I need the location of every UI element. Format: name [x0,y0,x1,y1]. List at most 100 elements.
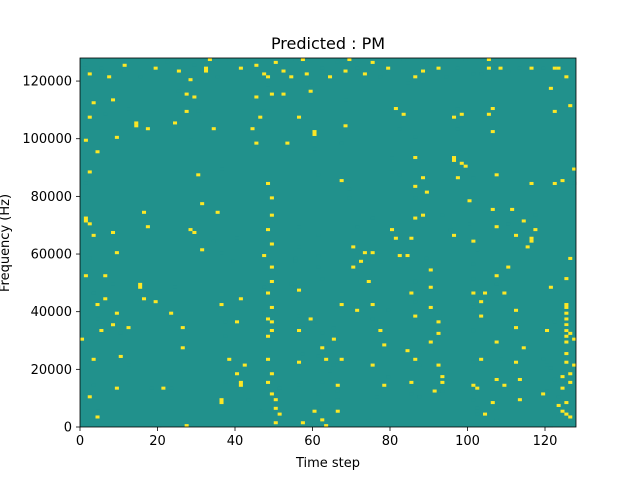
heatmap-cell [176,89,181,93]
heatmap-cell [390,170,395,174]
heatmap-cell [339,357,344,361]
heatmap-cell [219,303,224,307]
heatmap-cell [219,251,224,255]
y-tick-label: 100000 [22,132,72,147]
heatmap-cell [83,274,88,278]
heatmap-cell [514,308,519,312]
heatmap-cell [564,326,569,330]
heatmap-cell [479,314,484,318]
heatmap-cell [436,320,441,324]
heatmap-cell [262,109,267,113]
heatmap-cell [188,138,193,142]
heatmap-cell [556,66,561,70]
chart-title: Predicted : PM [271,34,385,53]
heatmap-cell [568,372,573,376]
heatmap-cell [87,395,92,399]
heatmap-cell [541,66,546,70]
heatmap-cell [510,207,515,211]
x-tick-label: 80 [382,434,399,449]
heatmap-cell [293,256,298,260]
heatmap-cell [320,331,325,335]
heatmap-cell [80,63,85,67]
heatmap-cell [328,369,333,373]
heatmap-cell [432,300,437,304]
heatmap-cell [572,337,577,341]
heatmap-cell [269,305,274,309]
heatmap-cell [494,377,499,382]
heatmap-cell [552,415,557,419]
heatmap-cell [413,156,418,160]
heatmap-cell [95,409,100,413]
heatmap-cell [312,132,317,136]
heatmap-cell [111,323,116,327]
heatmap-cell [316,392,321,396]
heatmap-cell [455,176,460,180]
heatmap-cell [545,328,550,333]
heatmap-cell [211,127,216,131]
y-axis-label: Frequency (Hz) [0,194,13,292]
heatmap-cell [483,291,488,295]
heatmap-cell [254,95,259,99]
heatmap-cell [196,173,201,177]
heatmap-cell [467,222,472,226]
heatmap-cell [355,308,360,312]
y-axis: 0 20000 40000 60000 80000 100000 120000 [22,75,80,436]
heatmap-cell [118,354,123,358]
heatmap-cell [180,346,185,350]
heatmap-cell [111,421,116,425]
heatmap-cell [448,228,453,232]
heatmap-cell [87,115,92,119]
x-tick-label: 20 [149,434,166,449]
heatmap-cell [459,112,464,116]
heatmap-cell [297,383,302,387]
heatmap-cell [568,104,573,108]
heatmap-cell [541,392,546,396]
heatmap-cell [494,225,499,229]
heatmap-cell [514,360,519,364]
heatmap-cell [428,340,433,344]
heatmap-cell [312,147,317,151]
heatmap-cell [223,334,228,338]
heatmap-cell [165,60,170,64]
heatmap-cell [413,216,418,220]
heatmap-cell [335,389,340,393]
heatmap-cell [235,372,240,376]
heatmap-cell [331,326,336,330]
heatmap-cell [316,173,321,177]
heatmap-cell [564,311,569,315]
heatmap-cell [266,317,271,321]
heatmap-cell [552,181,557,185]
plot-frame [79,57,577,428]
heatmap-cell [452,233,457,237]
heatmap-cell [269,392,274,396]
heatmap-cell [552,66,557,70]
heatmap-cell [297,314,302,318]
heatmap-cell [564,317,569,321]
heatmap-cell [300,58,305,62]
heatmap-cell [533,213,538,217]
heatmap-cell [440,389,445,393]
heatmap-cell [80,337,85,341]
heatmap-cell [471,291,476,295]
heatmap-cell [452,156,457,160]
heatmap-cell [99,66,104,70]
heatmap-cell [556,395,561,399]
heatmap-cell [250,127,255,131]
heatmap-cell [196,109,201,113]
heatmap-cell [180,326,185,330]
heatmap-cell [409,380,414,384]
heatmap-cell [483,60,488,64]
heatmap-cell [87,72,92,76]
heatmap-cell [153,66,158,70]
heatmap-cell [91,383,96,387]
heatmap-cell [320,380,325,384]
heatmap-cell [494,63,499,67]
heatmap-cell [564,75,569,79]
heatmap-cell [335,360,340,364]
heatmap-cell [91,291,96,295]
heatmap-cell [204,66,209,70]
heatmap-cell [95,415,100,419]
heatmap-cell [266,83,271,87]
heatmap-cell [339,303,344,307]
heatmap-cell [479,72,484,76]
